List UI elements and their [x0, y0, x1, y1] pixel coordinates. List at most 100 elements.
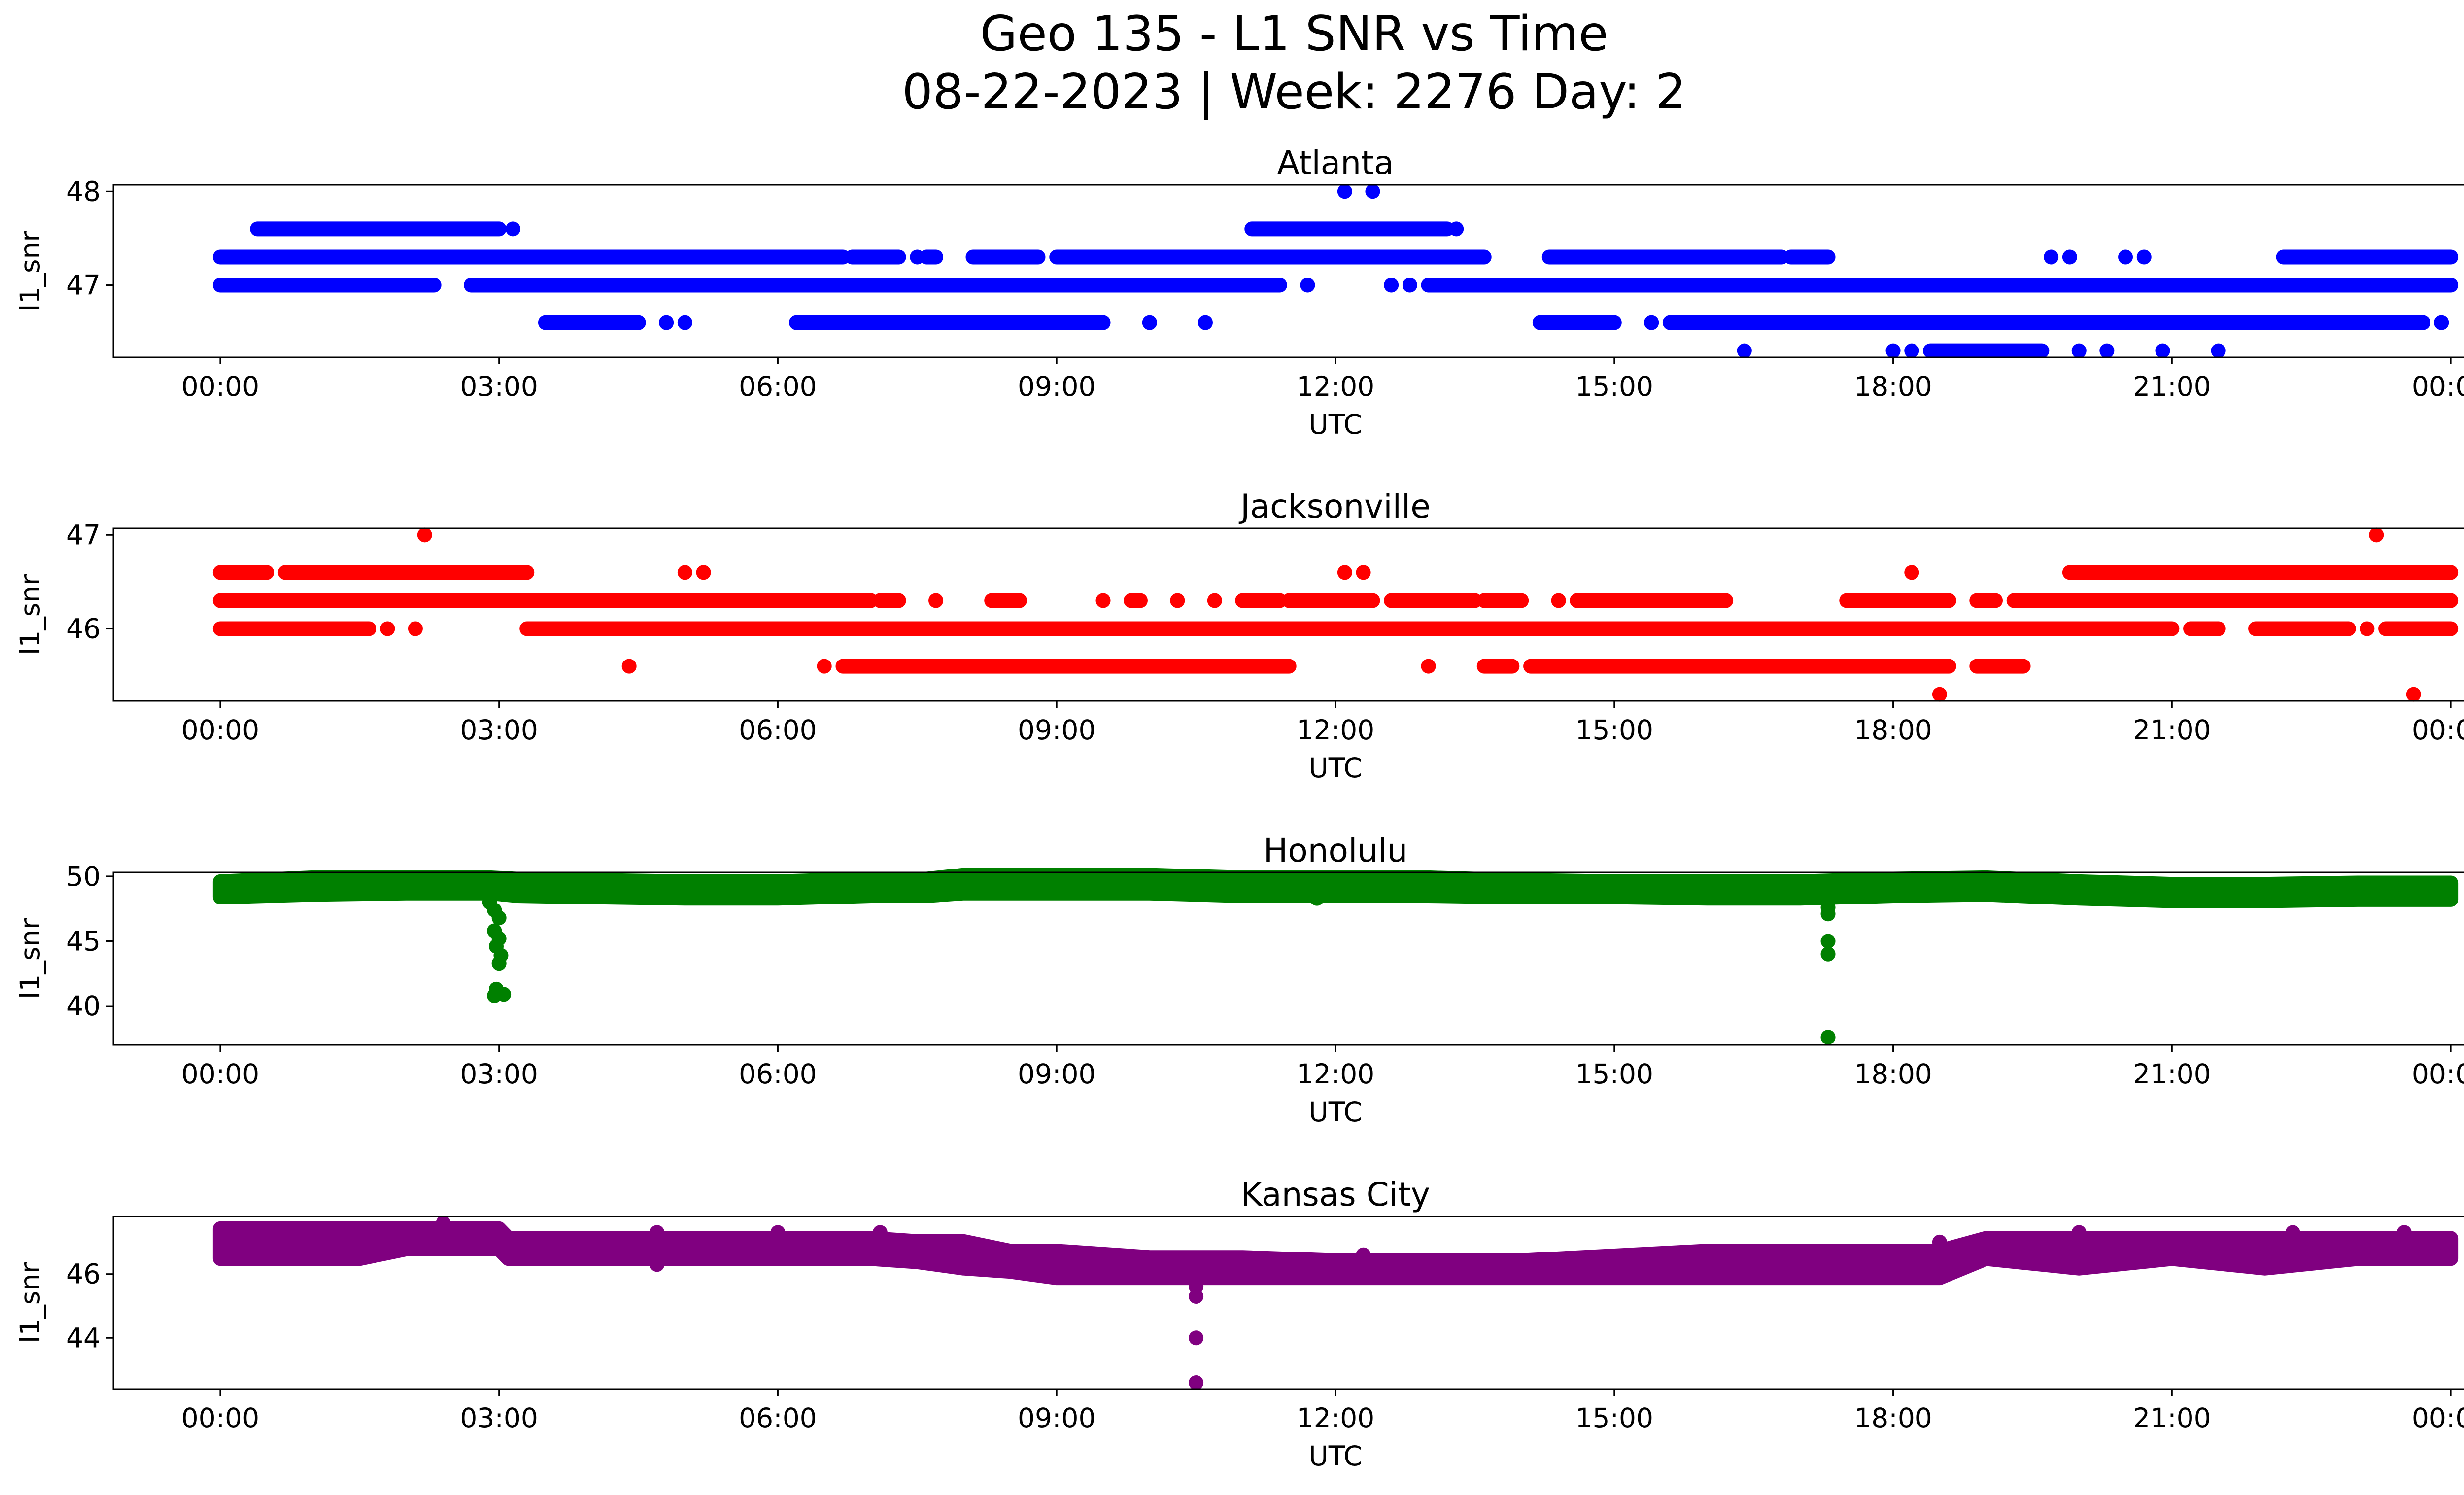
x-tick-label: 21:00 [2133, 1058, 2211, 1090]
panel-3: Kansas City 00:00 03:00 06:00 09:00 12:00 15:0… [14, 1176, 2464, 1472]
data-point-run [1523, 659, 1956, 674]
series-points [212, 1215, 2459, 1391]
data-point [770, 1225, 786, 1240]
x-tick-label: 03:00 [460, 1058, 538, 1090]
data-point [2118, 249, 2133, 265]
data-point-run [464, 278, 1287, 293]
data-point-run [212, 593, 879, 608]
data-point [491, 956, 507, 971]
data-point [1198, 315, 1213, 330]
data-point-run [845, 249, 906, 265]
x-tick-label: 18:00 [1854, 371, 1932, 402]
figure-title-line2: 08-22-2023 | Week: 2276 Day: 2 [902, 64, 1686, 120]
data-point [659, 315, 674, 330]
data-point-run [1969, 659, 2031, 674]
data-point [817, 659, 832, 674]
x-tick-label: 15:00 [1575, 1058, 1654, 1090]
x-tick-label: 18:00 [1854, 1402, 1932, 1434]
data-point [2201, 891, 2217, 906]
x-tick-label: 03:00 [460, 714, 538, 746]
data-point [2369, 527, 2384, 543]
data-point-run [519, 621, 2180, 636]
x-axis-label: UTC [1308, 752, 1362, 784]
data-point-run [1839, 593, 1956, 608]
x-tick-label: 21:00 [2133, 371, 2211, 402]
data-point [1644, 315, 1659, 330]
data-point [872, 1225, 888, 1240]
data-point [2211, 343, 2226, 358]
data-point [2396, 1225, 2412, 1240]
data-point [621, 659, 637, 674]
data-point-run [212, 278, 442, 293]
x-axis-label: UTC [1308, 409, 1362, 440]
data-point [1030, 869, 1046, 884]
x-tick-label: 03:00 [460, 1402, 538, 1434]
data-point [1449, 221, 1464, 237]
data-point [491, 910, 507, 926]
data-point [1737, 343, 1752, 358]
y-axis-label: l1_snr [14, 574, 46, 655]
data-point-run [212, 565, 274, 580]
data-point [1189, 1375, 1204, 1391]
data-point-run [1235, 593, 1287, 608]
data-point [1337, 184, 1352, 199]
data-point [677, 315, 692, 330]
plot-frame [112, 527, 2464, 702]
data-point [1570, 249, 1585, 265]
panel-2: Honolulu 00:00 03:00 06:00 09:00 12:00 15:00 18… [14, 832, 2464, 1128]
x-tick-label: 09:00 [1018, 371, 1096, 402]
data-point [1170, 869, 1185, 884]
x-tick-label: 09:00 [1018, 1058, 1096, 1090]
data-point [1885, 343, 1901, 358]
data-point [1095, 593, 1111, 608]
data-point-run [1281, 593, 1380, 608]
data-point-run [212, 249, 851, 265]
y-tick-label: 46 [66, 1258, 101, 1290]
data-point [910, 249, 925, 265]
data-point [1309, 891, 1325, 906]
x-tick-label: 06:00 [739, 1058, 817, 1090]
data-point [1820, 946, 1836, 962]
data-point-run [1476, 593, 1529, 608]
data-point [436, 1215, 451, 1230]
data-point-band [212, 1221, 2459, 1286]
y-tick-label: 48 [66, 175, 101, 207]
data-point-run [1969, 593, 2003, 608]
data-point [505, 221, 520, 237]
data-point [2071, 343, 2087, 358]
plot-frame [112, 184, 2464, 358]
x-tick-label: 21:00 [2133, 714, 2211, 746]
data-point-run [2006, 593, 2459, 608]
x-tick-label: 12:00 [1297, 1058, 1375, 1090]
data-point [2396, 278, 2412, 293]
data-point [464, 1225, 479, 1240]
data-point [2155, 343, 2170, 358]
data-point [677, 565, 692, 580]
y-tick-label: 47 [66, 270, 101, 301]
data-point [2071, 1225, 2087, 1240]
x-tick-label: 09:00 [1018, 1402, 1096, 1434]
figure-title-line1: Geo 135 - L1 SNR vs Time [980, 6, 1608, 62]
x-axis-label: UTC [1308, 1440, 1362, 1472]
x-tick-label: 12:00 [1297, 714, 1375, 746]
data-point [380, 621, 395, 636]
y-tick-label: 40 [66, 990, 101, 1022]
data-point [1820, 906, 1836, 922]
data-point [2434, 315, 2449, 330]
data-point [2044, 249, 2059, 265]
panel-title: Jacksonville [1238, 487, 1431, 525]
data-point [1384, 278, 1399, 293]
data-point [287, 1247, 302, 1262]
data-point [1932, 687, 1947, 702]
data-point-run [538, 315, 646, 330]
data-point [928, 593, 944, 608]
x-tick-label: 15:00 [1575, 371, 1654, 402]
data-point-run [919, 249, 944, 265]
data-point [2285, 1225, 2300, 1240]
x-tick-label: 09:00 [1018, 714, 1096, 746]
series-points [212, 527, 2459, 702]
data-point [1365, 184, 1380, 199]
data-point [1356, 1247, 1371, 1262]
data-point-run [1384, 593, 1482, 608]
x-tick-label: 06:00 [739, 714, 817, 746]
